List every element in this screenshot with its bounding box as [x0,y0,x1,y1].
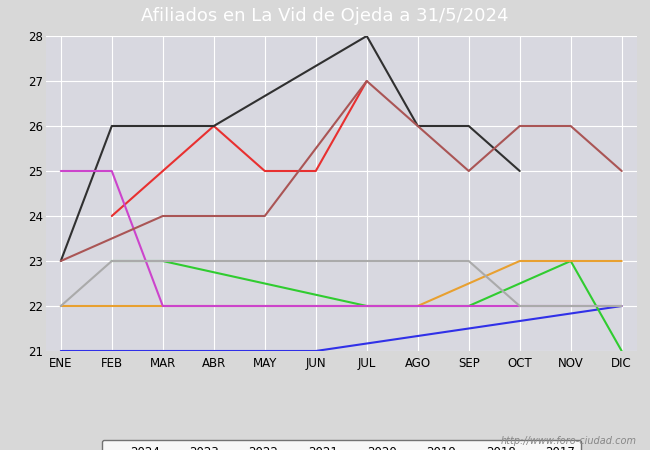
2018 [261,213,268,219]
2021 [159,258,166,264]
2019 [363,303,370,309]
2019 [108,168,116,174]
2017 [516,303,524,309]
2021 [567,258,575,264]
2018 [210,213,218,219]
2023 [108,123,116,129]
2018 [618,168,625,174]
2020 [57,303,65,309]
Line: 2023: 2023 [61,36,520,261]
2024 [261,168,268,174]
2021 [465,303,473,309]
2020 [312,303,320,309]
2017 [57,303,65,309]
2023 [57,258,65,264]
Line: 2018: 2018 [61,81,621,261]
2017 [363,258,370,264]
2023 [363,33,370,39]
2024 [363,78,370,84]
2021 [618,348,625,354]
2020 [516,258,524,264]
Line: 2024: 2024 [112,81,367,216]
2018 [465,168,473,174]
2017 [108,258,116,264]
2023 [516,168,524,174]
2023 [159,123,166,129]
Line: 2019: 2019 [61,171,621,306]
2018 [414,123,422,129]
2017 [261,258,268,264]
2017 [618,303,625,309]
2022 [312,348,320,354]
2017 [465,258,473,264]
2017 [414,258,422,264]
2023 [210,123,218,129]
2019 [159,303,166,309]
2018 [567,123,575,129]
2017 [567,303,575,309]
2022 [57,348,65,354]
2020 [618,258,625,264]
2019 [210,303,218,309]
Text: http://www.foro-ciudad.com: http://www.foro-ciudad.com [501,436,637,446]
2019 [618,303,625,309]
2019 [414,303,422,309]
2022 [618,303,625,309]
Legend: 2024, 2023, 2022, 2021, 2020, 2019, 2018, 2017: 2024, 2023, 2022, 2021, 2020, 2019, 2018… [101,440,581,450]
2017 [159,258,166,264]
2020 [567,258,575,264]
2020 [261,303,268,309]
2019 [516,303,524,309]
2020 [108,303,116,309]
2017 [210,258,218,264]
2021 [414,303,422,309]
2024 [210,123,218,129]
Line: 2021: 2021 [112,261,621,351]
2019 [57,168,65,174]
2024 [108,213,116,219]
2020 [363,303,370,309]
2018 [57,258,65,264]
2019 [312,303,320,309]
2024 [312,168,320,174]
2017 [312,258,320,264]
2023 [465,123,473,129]
2018 [516,123,524,129]
2018 [159,213,166,219]
2024 [159,168,166,174]
2021 [108,258,116,264]
2019 [261,303,268,309]
2023 [414,123,422,129]
2019 [567,303,575,309]
2018 [363,78,370,84]
2021 [363,303,370,309]
Text: Afiliados en La Vid de Ojeda a 31/5/2024: Afiliados en La Vid de Ojeda a 31/5/2024 [141,7,509,25]
Line: 2020: 2020 [61,261,621,306]
2022 [108,348,116,354]
2020 [414,303,422,309]
Line: 2017: 2017 [61,261,621,306]
2019 [465,303,473,309]
Line: 2022: 2022 [61,306,621,351]
